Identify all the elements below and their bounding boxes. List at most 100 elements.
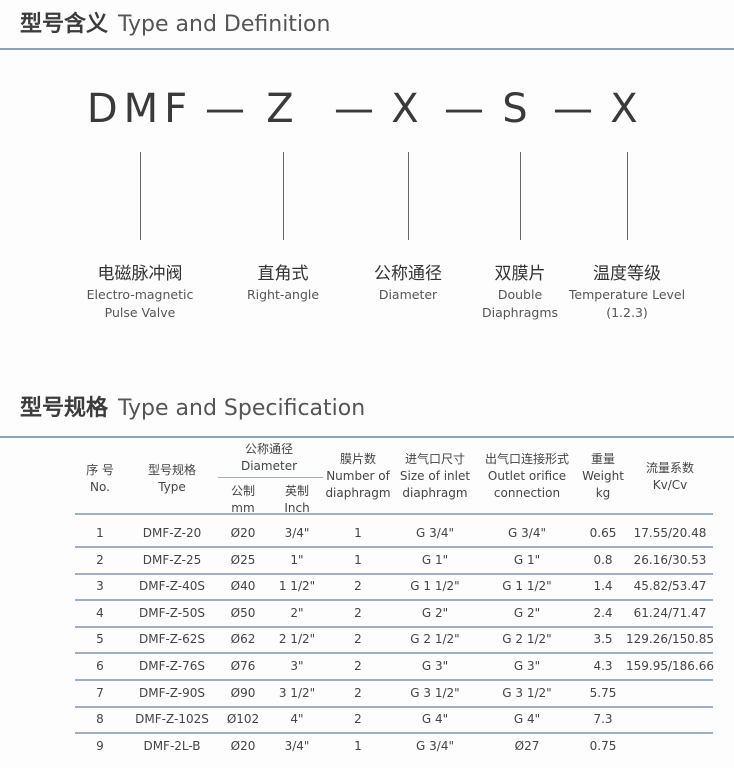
- table-cell: 3.5: [593, 632, 613, 647]
- connector-line: [408, 152, 409, 240]
- table-cell: 3: [96, 579, 104, 594]
- header-diaphragm: 膜片数 Number of diaphragm: [325, 452, 391, 500]
- table-cell: G 4": [421, 712, 449, 727]
- code-label: 双膜片 Double Diaphragms: [482, 262, 558, 322]
- code-part: —: [334, 86, 380, 132]
- row-divider: [75, 732, 713, 735]
- table-cell: Ø25: [230, 552, 256, 567]
- table-cell: 9: [96, 738, 104, 753]
- table-cell: 7: [96, 685, 104, 700]
- title-zh: 型号规格: [20, 396, 109, 421]
- label-en: Diaphragms: [481, 305, 559, 320]
- table-cell: Ø40: [230, 579, 256, 594]
- header-no: 序 号 No.: [86, 463, 114, 494]
- table-cell: 7.3: [593, 712, 613, 727]
- table-cell: G 2 1/2": [410, 632, 460, 647]
- label-en: Pulse Valve: [104, 305, 176, 320]
- table-cell: 2: [354, 685, 362, 700]
- table-cell: 2: [354, 632, 362, 647]
- table-cell: DMF-Z-40S: [138, 579, 206, 594]
- table-cell: 6: [96, 659, 104, 673]
- table-cell: 3": [290, 659, 304, 673]
- connector-line: [283, 152, 284, 240]
- row-divider: [75, 705, 713, 708]
- label-en: Diameter: [378, 287, 438, 302]
- header-type: 型号规格 Type: [147, 463, 197, 494]
- connector-line: [140, 152, 141, 240]
- row-divider: [75, 546, 713, 548]
- table-cell: 129.26/150.85: [625, 632, 715, 647]
- table-cell: 2: [96, 552, 104, 567]
- table-cell: G 1": [421, 552, 449, 567]
- table-cell: 2: [354, 712, 362, 727]
- table-cell: 1: [354, 738, 362, 753]
- table-cell: 45.82/53.47: [633, 579, 707, 594]
- row-divider: [75, 679, 713, 681]
- table-cell: G 3": [421, 659, 449, 673]
- table-cell: 1": [290, 552, 304, 567]
- table-cell: G 1": [513, 552, 541, 567]
- table-cell: 5.75: [589, 685, 617, 700]
- table-cell: Ø90: [230, 685, 256, 700]
- divider: [0, 48, 734, 50]
- table-cell: 26.16/30.53: [633, 552, 707, 567]
- table-cell: 1.4: [593, 579, 613, 594]
- label-zh: 公称通径: [374, 264, 442, 284]
- table-cell: Ø27: [514, 738, 540, 753]
- row-divider: [75, 599, 713, 602]
- table-cell: 1: [354, 552, 362, 567]
- label-en: Right-angle: [246, 287, 320, 302]
- header-mm: 公制 mm: [230, 484, 256, 515]
- table-cell: G 3 1/2": [410, 685, 460, 700]
- code-label: 电磁脉冲阀 Electro-magnetic Pulse Valve: [87, 262, 194, 322]
- table-cell: 4: [96, 605, 104, 620]
- label-en: (1.2.3): [606, 305, 648, 320]
- table-cell: 159.95/186.66: [625, 659, 715, 673]
- code-part: —: [553, 86, 599, 132]
- table-cell: 2: [354, 579, 362, 594]
- table-cell: 5: [96, 632, 104, 647]
- code-part: —: [205, 86, 251, 132]
- table-cell: G 3/4": [508, 526, 546, 540]
- table-cell: 0.65: [589, 526, 617, 540]
- header-inlet: 进气口尺寸 Size of inlet diaphragm: [399, 452, 471, 500]
- table-cell: 2": [290, 605, 304, 620]
- table-cell: G 3 1/2": [502, 685, 552, 700]
- table-cell: 3/4": [284, 526, 310, 540]
- table-cell: 61.24/71.47: [633, 605, 707, 620]
- table-cell: 1: [96, 526, 104, 540]
- table-cell: G 3/4": [416, 738, 454, 753]
- table-cell: 4": [290, 712, 304, 727]
- label-en: Temperature Level: [568, 287, 686, 302]
- table-cell: Ø76: [230, 659, 256, 673]
- table-cell: G 2": [513, 605, 541, 620]
- table-cell: DMF-Z-90S: [138, 685, 206, 700]
- table-cell: 1 1/2": [278, 579, 316, 594]
- code-part: S: [502, 86, 534, 132]
- table-cell: DMF-Z-102S: [135, 712, 209, 727]
- header-kv: 流量系数 Kv/Cv: [645, 461, 695, 492]
- table-cell: G 1 1/2": [410, 579, 460, 594]
- code-part: —: [444, 86, 490, 132]
- table-cell: Ø20: [230, 526, 256, 540]
- code-label: 直角式 Right-angle: [247, 262, 319, 304]
- title-en: Type and Specification: [118, 396, 366, 421]
- label-en: Double: [497, 287, 543, 302]
- header-inch: 英制 Inch: [284, 484, 310, 515]
- table-cell: Ø102: [226, 712, 260, 727]
- table-cell: Ø62: [230, 632, 256, 647]
- title-en: Type and Definition: [118, 12, 331, 37]
- table-cell: DMF-Z-50S: [138, 605, 206, 620]
- table-cell: DMF-2L-B: [143, 738, 201, 753]
- table-cell: Ø50: [230, 605, 256, 620]
- table-cell: G 4": [513, 712, 541, 727]
- connector-line: [627, 152, 628, 240]
- connector-line: [520, 152, 521, 240]
- table-cell: Ø20: [230, 738, 256, 753]
- table-cell: G 2": [421, 605, 449, 620]
- label-zh: 直角式: [257, 264, 309, 284]
- table-cell: DMF-Z-76S: [138, 659, 206, 673]
- row-divider: [75, 513, 713, 515]
- code-part: X: [391, 86, 425, 132]
- table-cell: 17.55/20.48: [633, 526, 707, 540]
